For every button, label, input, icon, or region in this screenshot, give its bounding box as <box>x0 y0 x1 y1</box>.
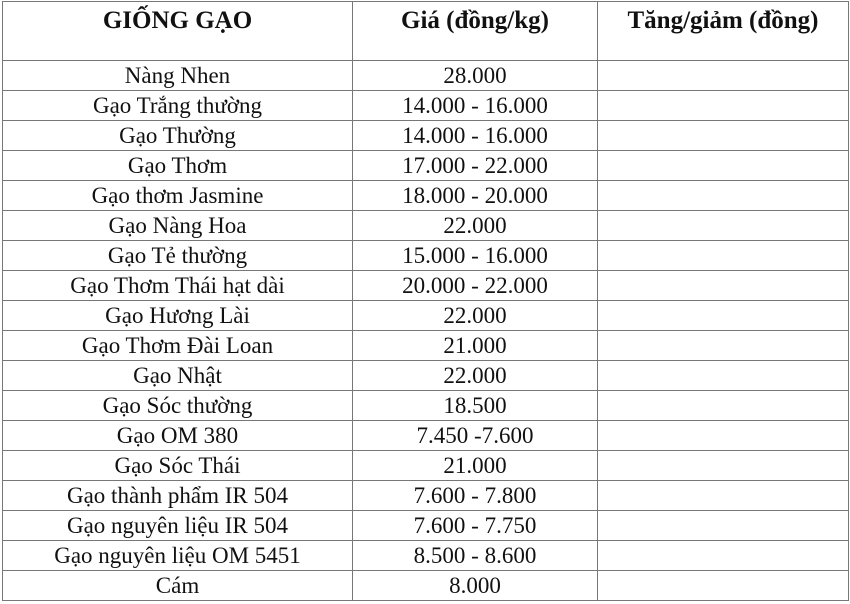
variety-cell: Gạo OM 380 <box>2 420 353 451</box>
price-cell: 22.000 <box>352 360 598 391</box>
change-cell <box>597 150 849 181</box>
header-row: GIỐNG GẠO Giá (đồng/kg) Tăng/giảm (đồng) <box>2 1 849 61</box>
price-cell: 14.000 - 16.000 <box>352 90 598 121</box>
table-row: Gạo nguyên liệu IR 504 7.600 - 7.750 <box>2 510 849 541</box>
change-cell <box>597 510 849 541</box>
change-cell <box>597 180 849 211</box>
variety-cell: Cám <box>2 570 353 601</box>
change-cell <box>597 240 849 271</box>
variety-cell: Gạo Sóc Thái <box>2 450 353 481</box>
variety-cell: Gạo Nàng Hoa <box>2 210 353 241</box>
variety-cell: Gạo Thơm <box>2 150 353 181</box>
variety-cell: Gạo nguyên liệu OM 5451 <box>2 540 353 571</box>
price-cell: 7.450 -7.600 <box>352 420 598 451</box>
table-row: Gạo Tẻ thường 15.000 - 16.000 <box>2 240 849 271</box>
table-row: Gạo Hương Lài 22.000 <box>2 300 849 331</box>
change-cell <box>597 450 849 481</box>
change-cell <box>597 300 849 331</box>
variety-cell: Gạo Hương Lài <box>2 300 353 331</box>
price-cell: 28.000 <box>352 60 598 91</box>
table-row: Gạo Trắng thường 14.000 - 16.000 <box>2 90 849 121</box>
table-row: Gạo Thơm Thái hạt dài 20.000 - 22.000 <box>2 270 849 301</box>
table-row: Gạo nguyên liệu OM 5451 8.500 - 8.600 <box>2 540 849 571</box>
variety-cell: Gạo nguyên liệu IR 504 <box>2 510 353 541</box>
price-cell: 7.600 - 7.800 <box>352 480 598 511</box>
price-cell: 14.000 - 16.000 <box>352 120 598 151</box>
price-cell: 21.000 <box>352 450 598 481</box>
table-row: Gạo thơm Jasmine 18.000 - 20.000 <box>2 180 849 211</box>
variety-cell: Gạo Trắng thường <box>2 90 353 121</box>
table-row: Gạo Thơm Đài Loan 21.000 <box>2 330 849 361</box>
change-cell <box>597 210 849 241</box>
table-row: Gạo Sóc Thái 21.000 <box>2 450 849 481</box>
table-row: Gạo Nàng Hoa 22.000 <box>2 210 849 241</box>
variety-cell: Gạo Thường <box>2 120 353 151</box>
change-cell <box>597 120 849 151</box>
header-change: Tăng/giảm (đồng) <box>597 1 849 61</box>
variety-cell: Nàng Nhen <box>2 60 353 91</box>
variety-cell: Gạo Thơm Đài Loan <box>2 330 353 361</box>
price-cell: 8.500 - 8.600 <box>352 540 598 571</box>
change-cell <box>597 390 849 421</box>
price-cell: 7.600 - 7.750 <box>352 510 598 541</box>
variety-cell: Gạo Nhật <box>2 360 353 391</box>
change-cell <box>597 60 849 91</box>
variety-cell: Gạo Sóc thường <box>2 390 353 421</box>
table-row: Cám 8.000 <box>2 570 849 601</box>
change-cell <box>597 90 849 121</box>
table-row: Gạo Thường 14.000 - 16.000 <box>2 120 849 151</box>
change-cell <box>597 570 849 601</box>
variety-cell: Gạo thơm Jasmine <box>2 180 353 211</box>
price-cell: 20.000 - 22.000 <box>352 270 598 301</box>
table-row: Gạo thành phẩm IR 504 7.600 - 7.800 <box>2 480 849 511</box>
price-cell: 22.000 <box>352 210 598 241</box>
table-row: Nàng Nhen 28.000 <box>2 60 849 91</box>
price-cell: 21.000 <box>352 330 598 361</box>
price-cell: 15.000 - 16.000 <box>352 240 598 271</box>
variety-cell: Gạo Tẻ thường <box>2 240 353 271</box>
change-cell <box>597 270 849 301</box>
header-variety: GIỐNG GẠO <box>2 1 353 61</box>
table-row: Gạo OM 380 7.450 -7.600 <box>2 420 849 451</box>
table-row: Gạo Thơm 17.000 - 22.000 <box>2 150 849 181</box>
change-cell <box>597 540 849 571</box>
change-cell <box>597 360 849 391</box>
table-row: Gạo Sóc thường 18.500 <box>2 390 849 421</box>
change-cell <box>597 420 849 451</box>
change-cell <box>597 480 849 511</box>
header-price: Giá (đồng/kg) <box>352 1 598 61</box>
variety-cell: Gạo Thơm Thái hạt dài <box>2 270 353 301</box>
change-cell <box>597 330 849 361</box>
price-cell: 18.000 - 20.000 <box>352 180 598 211</box>
variety-cell: Gạo thành phẩm IR 504 <box>2 480 353 511</box>
table-row: Gạo Nhật 22.000 <box>2 360 849 391</box>
price-cell: 22.000 <box>352 300 598 331</box>
price-cell: 18.500 <box>352 390 598 421</box>
price-cell: 17.000 - 22.000 <box>352 150 598 181</box>
price-cell: 8.000 <box>352 570 598 601</box>
